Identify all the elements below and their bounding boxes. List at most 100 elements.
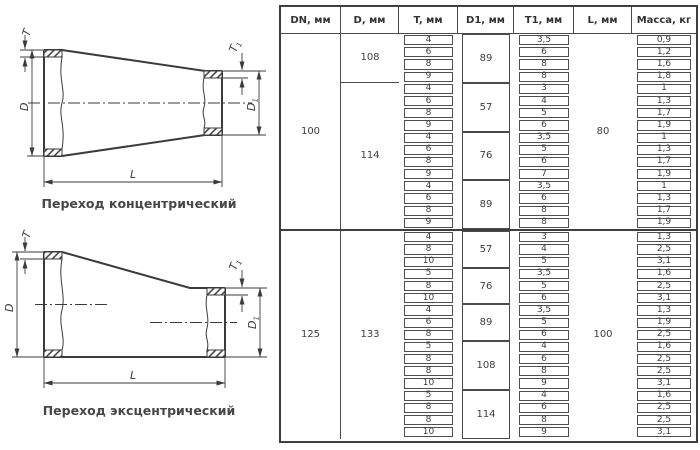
d-column: 133 (341, 231, 399, 438)
massa-value: 1,9 (632, 168, 696, 180)
value-box: 6 (519, 293, 569, 304)
t1-value: 8 (514, 365, 574, 377)
value-box: 10 (404, 293, 453, 304)
eccentric-reducer-figure: T D T1 D1 L (3, 228, 267, 388)
t1-value: 9 (514, 426, 574, 438)
massa-value: 0,9 (632, 34, 696, 46)
value-box: 1,2 (637, 47, 691, 58)
t1-column: 3 4 5 3,5 5 6 3,5 5 6 4 6 8 9 4 6 8 9 (514, 231, 574, 438)
value-box: 1,7 (637, 156, 691, 168)
massa-value: 1,6 (632, 268, 696, 280)
t1-value: 3,5 (514, 304, 574, 316)
t1-value: 3 (514, 83, 574, 95)
massa-value: 1,9 (632, 119, 696, 131)
value-box: 1,6 (637, 341, 691, 353)
value-box: 3,5 (519, 305, 569, 316)
d1-cell: 89 (462, 180, 510, 230)
value-box: 1 (637, 83, 691, 94)
massa-value: 1 (632, 132, 696, 144)
t1-column: 3,5 6 8 8 3 4 5 6 3,5 5 6 7 3,5 6 8 8 (514, 34, 574, 229)
t1-value: 3,5 (514, 180, 574, 192)
massa-value: 2,5 (632, 280, 696, 292)
t-value: 6 (399, 46, 458, 58)
t1-value: 3,5 (514, 34, 574, 46)
t-value: 9 (399, 119, 458, 131)
t1-value: 4 (514, 95, 574, 107)
massa-value: 1,9 (632, 317, 696, 329)
value-box: 5 (519, 108, 569, 119)
value-box: 2,5 (637, 280, 691, 292)
value-box: 1 (637, 132, 691, 143)
value-box: 2,5 (637, 244, 691, 255)
value-box: 3,5 (519, 181, 569, 192)
value-box: 3,1 (637, 378, 691, 389)
value-box: 1,7 (637, 108, 691, 119)
value-box: 4 (404, 35, 453, 46)
massa-value: 1,3 (632, 304, 696, 316)
dim-label-d: D (3, 304, 16, 312)
t-value: 4 (399, 304, 458, 316)
d-cell: 108 (341, 34, 399, 83)
massa-value: 1,8 (632, 71, 696, 83)
dim-label-d: D (18, 103, 31, 111)
figure-panel: T D T1 D1 L Переход концентрический (0, 0, 278, 450)
t1-value: 4 (514, 390, 574, 402)
massa-value: 2,5 (632, 353, 696, 365)
l-cell: 80 (596, 126, 610, 138)
value-box: 8 (519, 217, 569, 228)
value-box: 1,3 (637, 144, 691, 155)
value-box: 4 (404, 181, 453, 192)
massa-value: 1,7 (632, 205, 696, 217)
value-box: 6 (519, 329, 569, 340)
t-value: 4 (399, 34, 458, 46)
massa-value: 1,6 (632, 390, 696, 402)
t-value: 9 (399, 217, 458, 229)
value-box: 8 (404, 329, 453, 340)
value-box: 8 (404, 59, 453, 70)
dim-label-l: L (130, 168, 136, 181)
value-box: 8 (519, 205, 569, 216)
value-box: 3,1 (637, 256, 691, 267)
value-box: 9 (404, 120, 453, 131)
massa-value: 1,3 (632, 231, 696, 243)
value-box: 1,6 (637, 268, 691, 279)
value-box: 9 (519, 378, 569, 389)
t-value: 8 (399, 414, 458, 426)
value-box: 4 (404, 305, 453, 316)
t1-value: 7 (514, 168, 574, 180)
massa-value: 2,5 (632, 414, 696, 426)
t-value: 6 (399, 317, 458, 329)
value-box: 4 (519, 95, 569, 107)
t1-value: 4 (514, 341, 574, 353)
value-box: 5 (519, 256, 569, 267)
massa-value: 1,3 (632, 95, 696, 107)
massa-value: 1 (632, 83, 696, 95)
value-box: 6 (519, 354, 569, 365)
dn-cell: 125 (281, 231, 341, 439)
t-value: 6 (399, 95, 458, 107)
value-box: 5 (404, 268, 453, 279)
d1-column: 57 76 89 108 114 (458, 231, 514, 439)
t-value: 8 (399, 58, 458, 70)
value-box: 3 (519, 83, 569, 94)
value-box: 8 (404, 108, 453, 119)
dim-label-t: T (20, 26, 35, 38)
t1-value: 5 (514, 280, 574, 292)
dimensions (20, 35, 266, 187)
value-box: 1,3 (637, 232, 691, 243)
t-value: 8 (399, 205, 458, 217)
t-value: 4 (399, 180, 458, 192)
t-value: 8 (399, 156, 458, 168)
break-line (60, 258, 64, 351)
value-box: 8 (519, 59, 569, 70)
break-line (60, 56, 64, 150)
t1-value: 4 (514, 243, 574, 255)
dn-section: 100 108 114 4 6 8 9 4 6 8 9 4 6 8 9 4 6 8 9 89 57 76 89 3,5 6 8 8 3… (281, 34, 696, 230)
t-value: 8 (399, 365, 458, 377)
d-cell: 114 (360, 150, 380, 162)
reducer-outline (28, 49, 252, 157)
massa-value: 2,5 (632, 402, 696, 414)
dim-label-d1: D1 (245, 98, 260, 111)
